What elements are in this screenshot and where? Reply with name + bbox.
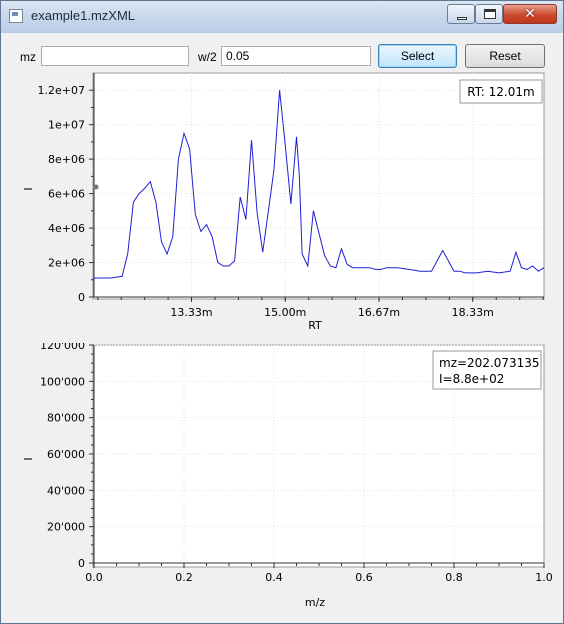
window-title: example1.mzXML (31, 8, 135, 23)
maximize-icon (484, 9, 496, 19)
spectrum-y-tick-label: 20'000 (47, 521, 85, 534)
spectrum-readout-intensity: I=8.8e+02 (439, 372, 504, 386)
chromatogram-x-axis: 13.33m 15.00m 16.67m 18.33m (98, 297, 543, 319)
spectrum-y-tick-label: 60'000 (47, 448, 85, 461)
w2-label: w/2 (198, 50, 217, 64)
chromatogram-x-tick-label: 13.33m (170, 306, 212, 319)
w2-input[interactable]: 0.05 (221, 46, 371, 66)
spectrum-x-tick-label: 0.2 (175, 571, 193, 584)
spectrum-x-tick-label: 0.6 (355, 571, 373, 584)
mz-input[interactable] (41, 46, 189, 66)
spectrum-x-tick-label: 0.0 (85, 571, 103, 584)
chromatogram-y-tick-label: 6e+06 (48, 188, 85, 201)
spectrum-plot[interactable]: 020'00040'00060'00080'000100'000120'000 … (8, 343, 556, 617)
chromatogram-y-axis: 0 2e+06 4e+06 6e+06 8e+06 1e+07 1.2e+07 (38, 84, 94, 304)
spectrum-x-tick-label: 0.8 (445, 571, 463, 584)
app-icon (9, 9, 23, 23)
spectrum-y-label: I (22, 457, 35, 460)
spectrum-x-tick-label: 1.0 (535, 571, 553, 584)
close-button[interactable]: ✕ (503, 4, 557, 24)
spectrum-y-tick-label: 100'000 (40, 375, 85, 388)
close-icon: ✕ (504, 5, 556, 23)
rt-readout: RT: 12.01m (467, 85, 534, 99)
minimize-button[interactable] (447, 4, 475, 24)
minimize-icon (457, 17, 467, 20)
mz-label: mz (20, 50, 36, 64)
chromatogram-y-label: I (22, 187, 35, 190)
spectrum-x-tick-label: 0.4 (265, 571, 283, 584)
chromatogram-x-label: RT (308, 319, 322, 332)
spectrum-y-tick-label: 120'000 (40, 343, 85, 352)
chromatogram-y-tick-label: 2e+06 (48, 257, 85, 270)
chromatogram-x-tick-label: 16.67m (358, 306, 400, 319)
spectrum-y-tick-label: 80'000 (47, 412, 85, 425)
chromatogram-x-tick-label: 18.33m (452, 306, 494, 319)
chromatogram-canvas[interactable] (93, 73, 544, 299)
chromatogram-y-tick-label: 1.2e+07 (38, 84, 85, 97)
spectrum-y-axis: 0 20'000 40'000 60'000 80'000 100'000 120'000 (40, 343, 94, 570)
chromatogram-y-tick-label: 8e+06 (48, 153, 85, 166)
chromatogram-plot[interactable]: 0 2e+06 4e+06 6e+06 8e+06 1e+07 1.2e+07 13.33m… (8, 71, 556, 335)
maximize-button[interactable] (475, 4, 503, 24)
title-bar[interactable]: example1.mzXML ✕ (1, 1, 563, 33)
spectrum-y-tick-label: 0 (78, 557, 85, 570)
client-area: mz w/2 0.05 Select Reset 0 2e+06 4e+06 6e+0… (8, 33, 556, 617)
select-button[interactable]: Select (378, 44, 457, 68)
chromatogram-x-tick-label: 15.00m (264, 306, 306, 319)
chromatogram-y-tick-label: 4e+06 (48, 222, 85, 235)
chromatogram-rt-marker[interactable] (94, 185, 99, 190)
spectrum-y-tick-label: 40'000 (47, 484, 85, 497)
chromatogram-y-tick-label: 1e+07 (48, 119, 85, 132)
chromatogram-y-tick-label: 0 (78, 291, 85, 304)
spectrum-x-label: m/z (305, 596, 325, 609)
reset-button[interactable]: Reset (465, 44, 545, 68)
spectrum-readout-mz: mz=202.073135 (439, 356, 540, 370)
